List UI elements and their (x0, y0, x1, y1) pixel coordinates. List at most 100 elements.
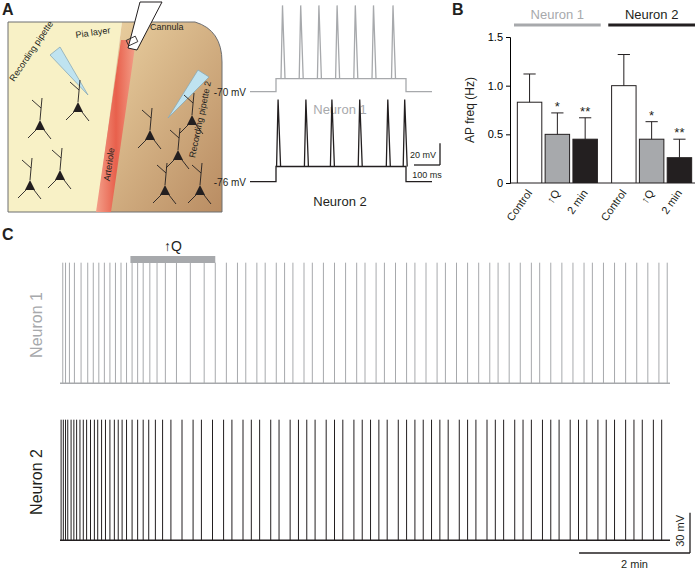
stimulus-bar (130, 256, 215, 263)
spike (65, 420, 66, 541)
error-cap (618, 54, 630, 55)
spike (439, 420, 440, 541)
spike (614, 263, 615, 384)
membrane-trace (250, 167, 432, 182)
spike (149, 263, 150, 384)
spike (445, 263, 446, 384)
spike (143, 263, 144, 384)
spike (251, 420, 252, 541)
spike (661, 420, 662, 541)
spike (467, 263, 468, 384)
scale-bar-y (689, 513, 690, 553)
bar (573, 139, 597, 183)
spike (362, 420, 363, 541)
spike (376, 263, 377, 384)
spike (603, 263, 604, 384)
spike (406, 420, 407, 541)
spike (277, 99, 281, 166)
panel-letter: C (2, 226, 14, 243)
neuron-soma (173, 150, 183, 160)
figure: Recording pipettePia layerCannulaArterio… (0, 0, 700, 574)
neuron-soma (195, 185, 205, 195)
error-bar (585, 118, 586, 139)
spike (132, 263, 133, 384)
spike (539, 263, 540, 384)
schematic-label: Arteriole (102, 147, 117, 182)
cannula-tip (126, 36, 138, 46)
spike (406, 263, 407, 384)
scale-bar-label: 30 mV (674, 514, 686, 546)
spike (270, 420, 271, 541)
significance: * (649, 108, 654, 123)
spike (243, 420, 244, 541)
spike (437, 263, 438, 384)
bar (517, 102, 541, 183)
spike (542, 420, 543, 541)
neuron-dendrite (66, 80, 89, 121)
spike (403, 99, 407, 166)
spike (61, 420, 62, 541)
spike (423, 420, 424, 541)
spike (647, 263, 648, 384)
y-tick-mark (506, 37, 510, 38)
neuron-soma (145, 130, 155, 140)
spike (299, 5, 303, 78)
y-tick-label: 1.0 (488, 80, 503, 92)
spike (74, 263, 75, 384)
spike (115, 263, 116, 384)
spike (334, 263, 335, 384)
spike (73, 420, 74, 541)
baseline-label: -76 mV (214, 177, 247, 188)
spike (503, 420, 504, 541)
spike (386, 99, 390, 166)
spike (137, 420, 138, 541)
spike (509, 263, 510, 384)
neuron-icon (66, 80, 89, 121)
spike (487, 420, 488, 541)
x-tick-label: ↑Q (638, 187, 656, 206)
spike (559, 420, 560, 541)
neuron-icon (153, 163, 176, 204)
spike (69, 263, 70, 384)
spike (290, 420, 291, 541)
y-tick: 1.0 (488, 80, 510, 92)
spike (365, 263, 366, 384)
spike (212, 420, 213, 541)
neuron-soma (25, 180, 35, 190)
bars (517, 55, 691, 183)
y-tick-mark (506, 86, 510, 87)
spike (284, 263, 285, 384)
spike (190, 263, 191, 384)
spike (170, 420, 171, 541)
spike (86, 420, 87, 541)
spike (431, 420, 432, 541)
spike (633, 420, 634, 541)
spike (592, 263, 593, 384)
error-bar (679, 139, 680, 157)
spike (520, 263, 521, 384)
neuron-dendrite (166, 128, 189, 169)
spike (523, 420, 524, 541)
spike (223, 420, 224, 541)
spike (392, 5, 396, 78)
spike (395, 263, 396, 384)
x-tick-label: 2 min (659, 187, 684, 216)
spike (98, 263, 99, 384)
spike (531, 263, 532, 384)
group-label: Neuron 1 (531, 7, 584, 22)
spike (478, 263, 479, 384)
arteriole (96, 40, 136, 212)
scale-bar-label: 100 ms (412, 170, 442, 180)
y-tick-label: 0 (497, 177, 503, 189)
spike (63, 420, 64, 541)
spike (259, 420, 260, 541)
spike (667, 263, 668, 384)
bar (545, 134, 569, 183)
y-tick: 0 (497, 177, 510, 189)
spike (109, 420, 110, 541)
group-underline (608, 24, 695, 27)
trace-group (60, 420, 670, 541)
spike (114, 420, 115, 541)
spike (459, 420, 460, 541)
spike (298, 420, 299, 541)
